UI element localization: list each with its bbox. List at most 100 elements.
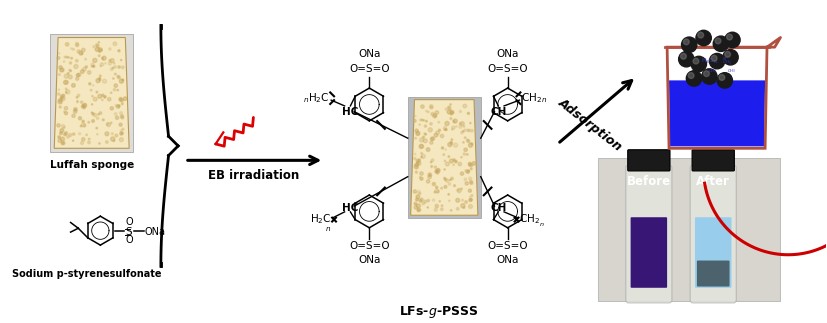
- Circle shape: [430, 106, 433, 109]
- Circle shape: [470, 198, 472, 201]
- Circle shape: [465, 201, 467, 203]
- Circle shape: [84, 124, 86, 127]
- Circle shape: [79, 117, 82, 120]
- Text: O: O: [126, 235, 133, 245]
- Circle shape: [688, 73, 694, 78]
- Circle shape: [437, 190, 439, 193]
- Circle shape: [727, 34, 733, 40]
- Circle shape: [432, 137, 435, 140]
- Circle shape: [122, 66, 124, 69]
- Circle shape: [60, 95, 63, 98]
- Circle shape: [471, 143, 473, 145]
- Circle shape: [423, 120, 424, 121]
- Circle shape: [57, 57, 60, 59]
- Circle shape: [444, 178, 447, 181]
- Circle shape: [444, 177, 445, 179]
- Circle shape: [74, 64, 78, 68]
- Circle shape: [414, 165, 418, 169]
- Circle shape: [468, 189, 471, 192]
- FancyBboxPatch shape: [691, 165, 736, 303]
- Circle shape: [445, 121, 449, 126]
- Circle shape: [63, 126, 65, 129]
- Circle shape: [418, 209, 421, 211]
- Circle shape: [67, 136, 69, 138]
- Circle shape: [77, 73, 81, 77]
- Circle shape: [72, 84, 75, 87]
- Circle shape: [57, 124, 60, 127]
- Circle shape: [450, 104, 452, 105]
- Circle shape: [60, 68, 64, 72]
- Circle shape: [448, 200, 450, 201]
- Circle shape: [459, 123, 461, 125]
- Circle shape: [63, 142, 65, 144]
- Circle shape: [420, 145, 424, 148]
- Circle shape: [470, 122, 471, 124]
- Circle shape: [58, 136, 60, 138]
- Circle shape: [461, 157, 462, 158]
- Circle shape: [58, 100, 62, 104]
- Circle shape: [414, 157, 416, 160]
- Text: LFs-$g$-PSSS: LFs-$g$-PSSS: [399, 304, 478, 320]
- Circle shape: [76, 44, 79, 47]
- Circle shape: [65, 74, 68, 78]
- Circle shape: [467, 112, 470, 114]
- Circle shape: [470, 182, 473, 184]
- Circle shape: [81, 123, 85, 127]
- Circle shape: [65, 90, 70, 94]
- Circle shape: [466, 139, 469, 141]
- Circle shape: [86, 134, 88, 136]
- Circle shape: [73, 48, 74, 50]
- Circle shape: [453, 119, 457, 123]
- Circle shape: [73, 140, 74, 141]
- Polygon shape: [669, 80, 765, 146]
- Circle shape: [415, 166, 418, 169]
- Circle shape: [114, 84, 117, 87]
- Circle shape: [448, 183, 451, 185]
- Circle shape: [64, 61, 65, 62]
- Circle shape: [93, 113, 97, 117]
- Circle shape: [433, 114, 437, 118]
- Circle shape: [698, 32, 704, 38]
- Circle shape: [98, 78, 101, 81]
- Text: HC: HC: [342, 107, 359, 117]
- Circle shape: [436, 170, 438, 172]
- Circle shape: [105, 63, 106, 64]
- Circle shape: [120, 130, 122, 131]
- Circle shape: [444, 160, 446, 162]
- Circle shape: [416, 198, 418, 201]
- Text: CH: CH: [490, 203, 506, 213]
- Circle shape: [88, 138, 90, 140]
- FancyBboxPatch shape: [631, 217, 667, 288]
- Circle shape: [80, 141, 84, 145]
- Circle shape: [70, 48, 72, 49]
- Polygon shape: [411, 100, 478, 215]
- Circle shape: [414, 203, 417, 205]
- Circle shape: [91, 112, 93, 113]
- Circle shape: [414, 163, 418, 167]
- Circle shape: [100, 66, 102, 67]
- Circle shape: [418, 193, 421, 195]
- Circle shape: [119, 79, 123, 83]
- Circle shape: [437, 168, 440, 172]
- Circle shape: [74, 108, 77, 111]
- Polygon shape: [55, 37, 129, 148]
- Circle shape: [416, 204, 420, 208]
- Circle shape: [74, 110, 77, 113]
- Circle shape: [453, 164, 454, 166]
- Circle shape: [461, 188, 462, 189]
- Circle shape: [461, 199, 464, 201]
- Circle shape: [119, 138, 123, 142]
- Circle shape: [453, 121, 455, 123]
- Circle shape: [92, 96, 93, 97]
- Circle shape: [109, 59, 111, 62]
- Circle shape: [60, 68, 64, 72]
- Circle shape: [445, 149, 447, 150]
- Circle shape: [424, 125, 427, 127]
- Circle shape: [110, 59, 114, 63]
- Circle shape: [453, 185, 456, 187]
- Circle shape: [119, 98, 122, 101]
- Circle shape: [470, 196, 471, 198]
- Circle shape: [65, 92, 67, 93]
- Text: Sodium p-styrenesulfonate: Sodium p-styrenesulfonate: [12, 269, 161, 279]
- Circle shape: [90, 89, 92, 91]
